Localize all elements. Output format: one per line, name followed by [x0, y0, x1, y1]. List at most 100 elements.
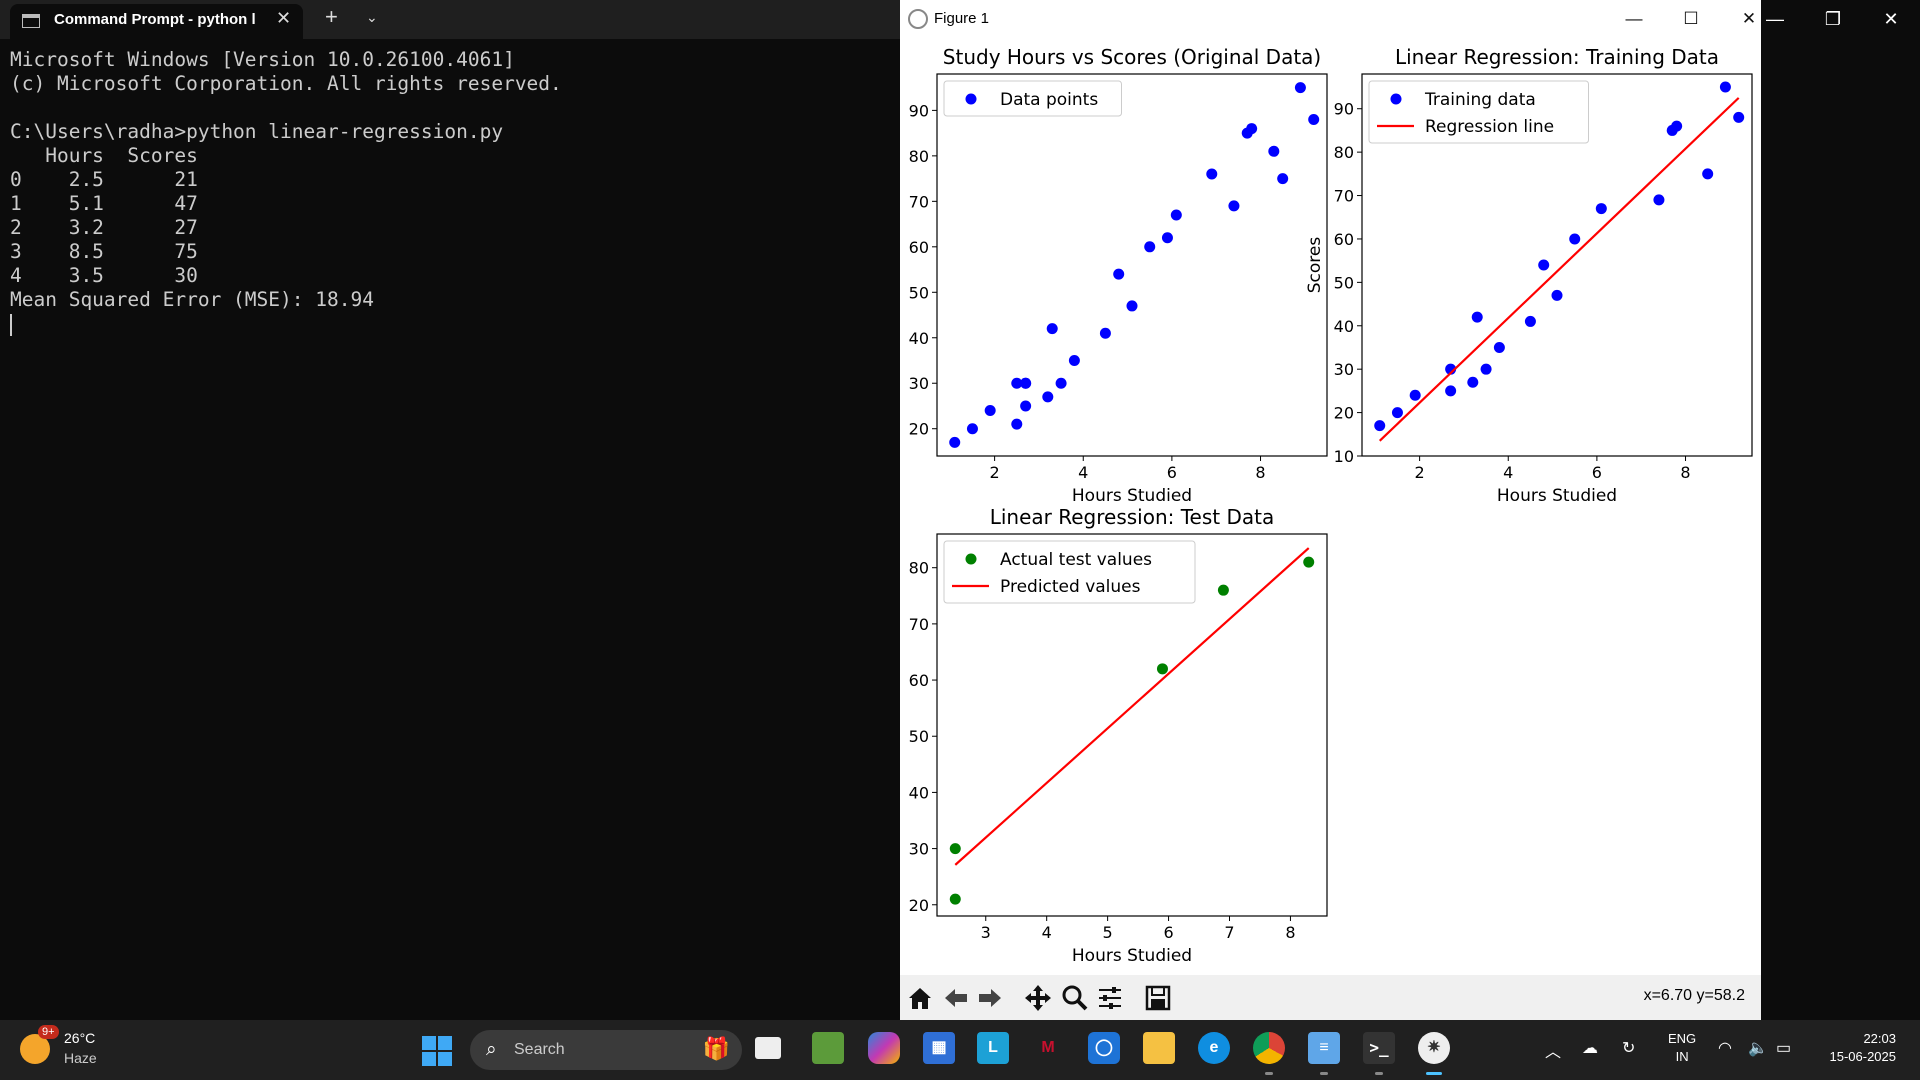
data-point	[1156, 663, 1168, 675]
data-point	[1569, 233, 1581, 245]
onedrive-icon[interactable]: ☁	[1582, 1040, 1598, 1057]
data-point	[1733, 111, 1745, 123]
data-point	[1042, 391, 1054, 403]
file-explorer-icon[interactable]	[1143, 1032, 1175, 1064]
data-point	[1595, 203, 1607, 215]
terminal-app-icon[interactable]: >_	[1363, 1032, 1395, 1064]
date: 15-06-2025	[1829, 1049, 1897, 1064]
clock[interactable]: 22:03 15-06-2025	[1812, 1030, 1897, 1066]
legend-box-1	[943, 80, 1122, 117]
volume-icon[interactable]: 🔈	[1748, 1040, 1768, 1057]
figure-canvas[interactable]: Study Hours vs Scores (Original Data) 2 4 6…	[900, 38, 1761, 975]
zoom-icon[interactable]	[1057, 980, 1093, 1016]
data-point	[1303, 556, 1315, 568]
data-point	[1702, 168, 1714, 180]
figure-minimize-button[interactable]: —	[1625, 9, 1643, 28]
alexa-icon[interactable]: ◯	[1088, 1032, 1120, 1064]
weather-condition: Haze	[64, 1050, 97, 1066]
data-point	[1068, 355, 1080, 366]
task-view-icon[interactable]	[755, 1037, 781, 1059]
windows-start-icon[interactable]	[422, 1036, 452, 1066]
x-axis-label-1: Hours Studied	[1072, 486, 1192, 506]
x-tick-label: 8	[1285, 923, 1295, 942]
restore-button[interactable]: ❐	[1824, 9, 1842, 29]
data-point	[1099, 327, 1111, 339]
battery-icon[interactable]: ▭	[1776, 1040, 1792, 1057]
y-tick-label: 50	[909, 727, 929, 746]
copilot-icon[interactable]	[868, 1032, 900, 1064]
figure-close-button[interactable]: ✕	[1741, 9, 1757, 28]
figure-toolbar: x=6.70 y=58.2	[900, 975, 1761, 1020]
minimize-button[interactable]: —	[1766, 9, 1784, 29]
legend-dot-marker	[965, 93, 977, 105]
data-point	[1445, 385, 1457, 397]
notification-badge: 9+	[38, 1025, 59, 1039]
chevron-up-icon[interactable]: ︿	[1545, 1044, 1562, 1061]
data-point	[1671, 120, 1683, 132]
x-tick-label: 4	[1503, 463, 1513, 482]
y-tick-label: 60	[1334, 230, 1354, 249]
back-arrow-icon[interactable]	[938, 980, 974, 1016]
mcafee-icon[interactable]: M	[1032, 1032, 1064, 1064]
sync-icon[interactable]: ↻	[1622, 1040, 1636, 1057]
figure-window: Figure 1 — ☐ ✕ Study Hours vs Scores (Or…	[900, 0, 1761, 1020]
region-code: IN	[1675, 1049, 1689, 1064]
python-figure-app-icon[interactable]: ✷	[1418, 1032, 1450, 1064]
data-point	[949, 893, 961, 905]
running-indicator	[1320, 1072, 1328, 1075]
x-axis-label-2: Hours Studied	[1497, 486, 1617, 506]
sun-haze-icon	[20, 1034, 50, 1064]
x-tick-label: 6	[1163, 923, 1173, 942]
figure-maximize-button[interactable]: ☐	[1683, 9, 1699, 28]
data-point	[1268, 145, 1280, 157]
x-tick-label: 5	[1103, 923, 1113, 942]
data-point	[1277, 173, 1289, 185]
close-tab-icon[interactable]: ✕	[276, 8, 292, 28]
data-point	[1217, 584, 1229, 596]
y-tick-label: 70	[909, 615, 929, 634]
notepad-icon[interactable]: ≡	[1308, 1032, 1340, 1064]
l-app-icon[interactable]: L	[977, 1032, 1009, 1064]
y-tick-label: 40	[909, 329, 929, 348]
edge-icon[interactable]: e	[1198, 1032, 1230, 1064]
data-point	[1480, 363, 1492, 375]
terminal-output[interactable]: Microsoft Windows [Version 10.0.26100.40…	[10, 48, 562, 336]
search-box[interactable]: ⌕ Search 🎁	[470, 1030, 742, 1070]
save-icon[interactable]	[1140, 980, 1176, 1016]
language-indicator[interactable]: ENG IN	[1668, 1030, 1696, 1066]
image-editor-icon[interactable]	[812, 1032, 844, 1064]
wifi-icon[interactable]: ◠	[1718, 1040, 1732, 1057]
legend-box-2	[1368, 80, 1589, 144]
y-tick-label: 20	[1334, 404, 1354, 423]
y-tick-label: 20	[909, 420, 929, 439]
terminal-tab[interactable]: Command Prompt - python l ✕	[10, 4, 303, 39]
data-point	[1126, 300, 1138, 312]
chevron-down-icon[interactable]: ⌄	[366, 9, 378, 25]
data-point	[1228, 200, 1240, 212]
terminal-line: 2 3.2 27	[10, 216, 198, 239]
chrome-icon[interactable]	[1253, 1032, 1285, 1064]
forward-arrow-icon[interactable]	[972, 980, 1008, 1016]
data-point	[984, 405, 996, 417]
data-point	[1011, 418, 1023, 430]
legend-dot-marker	[965, 553, 977, 565]
new-tab-button[interactable]: +	[325, 4, 338, 29]
close-button[interactable]: ✕	[1883, 9, 1899, 29]
x-tick-label: 4	[1078, 463, 1088, 482]
search-placeholder: Search	[514, 1041, 565, 1058]
microsoft-store-icon[interactable]: ▦	[923, 1032, 955, 1064]
home-icon[interactable]	[902, 980, 938, 1016]
pan-icon[interactable]	[1020, 980, 1056, 1016]
temperature: 26°C	[64, 1030, 96, 1046]
chart-title-1: Study Hours vs Scores (Original Data)	[943, 45, 1321, 69]
data-point	[1011, 377, 1023, 389]
y-tick-label: 50	[1334, 273, 1354, 292]
y-tick-label: 60	[909, 238, 929, 257]
x-tick-label: 2	[1415, 463, 1425, 482]
terminal-line: (c) Microsoft Corporation. All rights re…	[10, 72, 562, 95]
x-tick-label: 7	[1224, 923, 1234, 942]
y-tick-label: 40	[909, 783, 929, 802]
data-point	[1653, 194, 1665, 206]
data-point	[1246, 123, 1258, 135]
configure-subplots-icon[interactable]	[1092, 980, 1128, 1016]
